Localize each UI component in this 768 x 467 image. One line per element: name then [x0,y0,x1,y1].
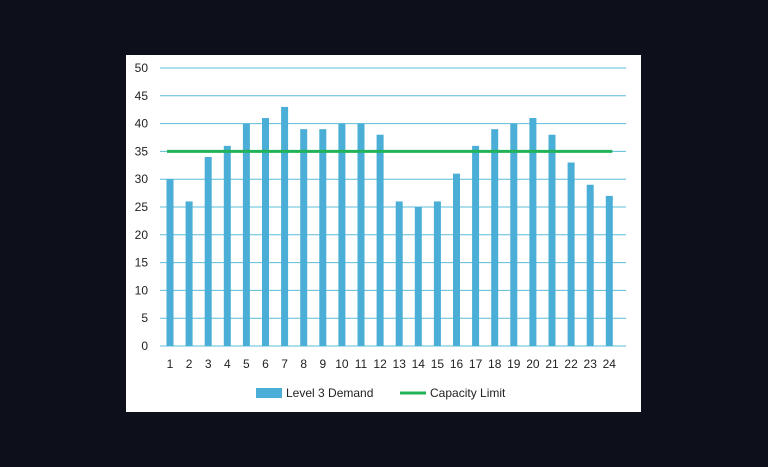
x-tick-label-13: 13 [393,357,407,371]
x-tick-label-5: 5 [243,357,250,371]
x-tick-label-17: 17 [469,357,483,371]
x-tick-label-22: 22 [564,357,578,371]
bar-16 [453,173,460,346]
y-tick-label-20: 20 [135,228,149,242]
legend-label-capacity-limit: Capacity Limit [430,386,506,400]
x-tick-label-3: 3 [205,357,212,371]
bar-1 [166,179,174,346]
y-tick-label-15: 15 [135,256,149,270]
bar-19 [510,123,518,346]
y-tick-label-35: 35 [135,144,149,158]
x-tick-label-9: 9 [319,357,326,371]
y-tick-label-5: 5 [141,311,148,325]
y-tick-label-50: 50 [135,61,149,75]
x-tick-label-20: 20 [526,357,540,371]
y-tick-label-40: 40 [135,117,149,131]
x-tick-label-4: 4 [224,357,231,371]
chart-card: 0 5 10 15 20 25 30 35 40 45 50 1 2 3 4 5 6 7 8 9 10 11 12 13 14… [126,55,641,412]
x-tick-label-21: 21 [545,357,559,371]
x-tick-label-24: 24 [603,357,617,371]
bar-15 [433,201,441,346]
x-tick-label-7: 7 [281,357,288,371]
bar-21 [548,134,556,346]
y-tick-label-10: 10 [135,283,149,297]
y-tick-label-0: 0 [141,339,148,353]
x-tick-label-23: 23 [584,357,598,371]
legend-label-level-3-demand: Level 3 Demand [286,386,373,400]
bar-11 [357,123,365,346]
bar-12 [376,134,384,346]
bar-23 [586,184,594,346]
x-tick-label-14: 14 [412,357,426,371]
legend-swatch-level-3-demand [256,388,282,398]
y-tick-label-30: 30 [135,172,149,186]
legend: Level 3 Demand Capacity Limit [256,386,506,400]
x-axis-tick-labels: 1 2 3 4 5 6 7 8 9 10 11 12 13 14 15 16 17 18 19 20 21 22 23 24 [167,357,617,371]
x-tick-label-8: 8 [300,357,307,371]
bars-level-3-demand [166,106,613,346]
bar-3 [204,156,212,346]
bar-24 [605,195,613,346]
bar-17 [472,145,480,346]
bar-9 [319,129,327,346]
x-tick-label-11: 11 [355,357,368,371]
x-tick-label-6: 6 [262,357,269,371]
y-tick-label-25: 25 [135,200,149,214]
x-tick-label-19: 19 [507,357,521,371]
gridlines [160,67,626,347]
x-tick-label-18: 18 [488,357,502,371]
bar-10 [338,123,346,346]
bar-5 [242,123,250,346]
x-tick-label-16: 16 [450,357,464,371]
x-tick-label-1: 1 [167,357,174,371]
y-axis-tick-labels: 0 5 10 15 20 25 30 35 40 45 50 [135,61,149,353]
bar-4 [223,145,231,346]
bar-2 [185,201,193,346]
x-tick-label-2: 2 [186,357,193,371]
bar-18 [491,129,499,346]
bar-20 [529,118,537,346]
x-tick-label-10: 10 [335,357,349,371]
bar-8 [300,129,308,346]
x-tick-label-15: 15 [431,357,445,371]
bar-6 [262,118,269,346]
bar-13 [395,201,403,346]
bar-14 [414,207,422,346]
bar-7 [281,106,289,346]
x-tick-label-12: 12 [373,357,387,371]
bar-22 [567,162,575,346]
y-tick-label-45: 45 [135,89,149,103]
